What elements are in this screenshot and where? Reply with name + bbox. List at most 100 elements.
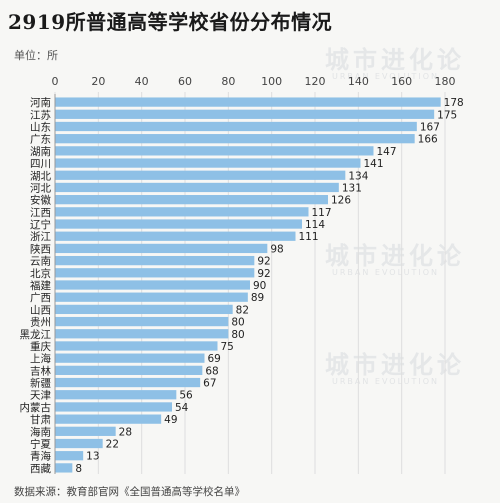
- value-label: 89: [251, 292, 264, 304]
- category-label: 辽宁: [30, 218, 51, 231]
- value-label: 126: [331, 195, 351, 207]
- category-label: 广西: [30, 292, 51, 304]
- bar: [55, 97, 441, 107]
- bar: [55, 329, 229, 339]
- bar: [55, 292, 248, 302]
- value-label: 92: [257, 268, 270, 280]
- source-note: 数据来源：教育部官网《全国普通高等学校名单》: [14, 486, 245, 498]
- value-label: 167: [420, 121, 440, 133]
- bar: [55, 207, 309, 217]
- value-labels: 1781751671661471411341311261171141119892…: [75, 97, 463, 475]
- bar: [55, 158, 361, 168]
- category-label: 上海: [30, 352, 51, 365]
- value-label: 141: [364, 158, 384, 170]
- value-label: 117: [312, 207, 332, 219]
- watermark-subtext: URBAN EVOLUTION: [332, 268, 440, 277]
- x-tick-label: 0: [52, 75, 59, 88]
- bar: [55, 280, 250, 290]
- value-label: 178: [444, 97, 464, 109]
- value-label: 82: [236, 304, 249, 316]
- watermark-text: 城市进化论: [325, 351, 465, 379]
- value-label: 69: [208, 353, 221, 365]
- unit-label: 单位：所: [14, 49, 58, 62]
- value-label: 166: [418, 134, 438, 146]
- category-label: 浙江: [30, 231, 51, 243]
- category-labels: 河南江苏山东广东湖南四川湖北河北安徽江西辽宁浙江陕西云南北京福建广西山西贵州黑龙…: [20, 96, 52, 475]
- watermark-text: 城市进化论: [325, 46, 465, 74]
- category-label: 海南: [30, 425, 51, 438]
- bar: [55, 426, 116, 436]
- value-label: 98: [270, 243, 283, 255]
- watermark-subtext: URBAN EVOLUTION: [332, 377, 440, 386]
- category-label: 山东: [30, 120, 51, 133]
- category-label: 重庆: [30, 340, 51, 353]
- category-label: 江西: [30, 207, 51, 219]
- value-label: 175: [437, 109, 457, 121]
- value-label: 75: [221, 341, 234, 353]
- category-label: 四川: [30, 158, 51, 170]
- value-label: 13: [86, 451, 99, 463]
- category-label: 福建: [30, 279, 51, 292]
- bar: [55, 377, 201, 388]
- watermark-subtext: URBAN EVOLUTION: [332, 72, 440, 81]
- x-tick-label: 100: [261, 75, 282, 88]
- x-tick-label: 180: [435, 75, 456, 88]
- category-label: 广东: [30, 133, 51, 146]
- value-label: 22: [106, 439, 119, 451]
- x-tick-label: 80: [221, 75, 235, 88]
- bar: [55, 414, 162, 424]
- bar: [55, 316, 229, 327]
- bar: [55, 243, 268, 254]
- bar: [55, 121, 417, 132]
- category-label: 安徽: [30, 194, 51, 207]
- category-label: 河南: [30, 96, 51, 109]
- bar: [55, 390, 177, 400]
- value-label: 8: [75, 463, 82, 475]
- category-label: 青海: [30, 450, 51, 463]
- bar: [55, 170, 346, 180]
- value-label: 54: [175, 402, 189, 414]
- category-label: 内蒙古: [20, 401, 52, 414]
- category-label: 西藏: [30, 463, 51, 475]
- x-tick-label: 120: [305, 75, 326, 88]
- category-label: 河北: [30, 182, 51, 194]
- value-label: 68: [205, 365, 218, 377]
- category-label: 宁夏: [30, 438, 51, 451]
- category-label: 黑龙江: [20, 328, 52, 341]
- category-label: 北京: [30, 267, 51, 280]
- category-label: 山西: [30, 304, 51, 316]
- category-label: 天津: [30, 390, 51, 402]
- bar: [55, 463, 73, 473]
- x-tick-labels: 0 20 40 60 80 100 120 140 160 180: [52, 75, 456, 88]
- category-label: 云南: [30, 255, 51, 268]
- chart-title: 2919所普通高等学校省份分布情况: [8, 10, 333, 34]
- bar: [55, 402, 172, 412]
- x-tick-label: 20: [91, 75, 105, 88]
- value-label: 134: [348, 170, 368, 182]
- category-label: 甘肃: [30, 413, 51, 426]
- bar: [55, 195, 328, 205]
- value-label: 114: [305, 219, 325, 231]
- category-label: 湖南: [30, 145, 51, 158]
- value-label: 56: [179, 390, 193, 402]
- bar: [55, 182, 339, 193]
- bar: [55, 146, 374, 156]
- x-tick-label: 160: [391, 75, 412, 88]
- category-label: 江苏: [30, 108, 51, 121]
- category-label: 吉林: [30, 364, 51, 377]
- value-label: 49: [164, 414, 177, 426]
- bar: [55, 255, 255, 266]
- bar: [55, 134, 415, 144]
- bar: [55, 231, 296, 241]
- bars: [55, 97, 441, 473]
- x-tick-label: 140: [348, 75, 369, 88]
- bar: [55, 451, 84, 461]
- bar: [55, 219, 302, 229]
- bar: [55, 365, 203, 375]
- bar: [55, 304, 233, 315]
- bar: [55, 438, 103, 449]
- value-label: 28: [119, 426, 132, 438]
- value-label: 131: [342, 182, 362, 194]
- value-label: 67: [203, 378, 216, 390]
